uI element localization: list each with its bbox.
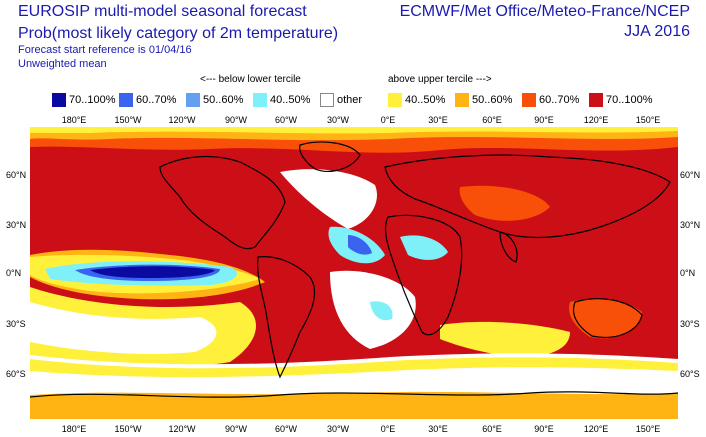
south-america-coast [257,256,315,379]
legend-swatch [119,93,133,107]
legend-item: 60..70% [522,93,579,107]
africa-coast [384,214,463,336]
legend-item: 60..70% [119,93,176,107]
lat-label-left: 60°N [6,170,27,180]
lon-label-bottom: 150°W [114,424,142,434]
greenland-coast [299,141,361,172]
antarctic-orange [30,391,678,419]
title-line-2: Prob(most likely category of 2m temperat… [18,25,339,42]
legend-label: 60..70% [539,94,580,106]
legend-label: 50..60% [472,94,513,106]
probability-areas [30,127,678,419]
indian-yellow [440,321,570,357]
lat-label-right: 30°N [680,220,701,230]
southern-ocean-yellow [30,357,678,378]
lat-label-right: 0°N [680,268,696,278]
legend-item: 50..60% [186,93,243,107]
legend-label: 60..70% [136,94,177,106]
cyan-africa [400,235,448,260]
probability-map [30,127,678,419]
lon-label-bottom: 120°W [168,424,196,434]
lon-label-top: 120°E [583,115,609,125]
lon-label-bottom: 0°E [380,424,396,434]
legend-swatch [253,93,267,107]
lon-label-top: 0°E [380,115,396,125]
lon-label-top: 180°E [61,115,87,125]
eurasia-orange [459,185,550,221]
lat-label-left: 0°N [6,268,22,278]
centres-text: ECMWF/Met Office/Meteo-France/NCEP [399,3,690,20]
weighting-text: Unweighted mean [18,58,107,70]
title-line-1: EUROSIP multi-model seasonal forecast [18,3,307,20]
lon-label-top: 150°E [635,115,661,125]
legend-swatch [186,93,200,107]
lat-label-right: 60°S [680,369,700,379]
lon-label-top: 90°W [224,115,248,125]
cyan-s-atlantic [370,301,393,321]
north-america-coast [159,155,286,250]
atlantic-other [280,169,377,229]
season-text: JJA 2016 [624,23,690,40]
legend-label: 40..50% [405,94,446,106]
india-coast [499,231,518,263]
lon-label-top: 150°W [114,115,142,125]
legend-swatch [522,93,536,107]
below-tercile-caption: <--- below lower tercile [200,74,301,85]
australia-orange [569,298,642,339]
legend-label: 40..50% [270,94,311,106]
antarctica-coast [30,391,678,398]
lon-label-top: 120°W [168,115,196,125]
legend-item: 40..50% [253,93,310,107]
lon-label-bottom: 120°E [583,424,609,434]
legend-label: other [337,94,363,106]
legend-item: other [320,93,362,107]
coastlines [30,141,678,398]
lat-label-left: 60°S [6,369,26,379]
legend-swatch [589,93,603,107]
legend-item: 40..50% [388,93,445,107]
legend-item: 70..100% [52,93,115,107]
lon-label-bottom: 150°E [635,424,661,434]
legend-label: 70..100% [606,94,653,106]
map-canvas [30,127,678,419]
forecast-start-text: Forecast start reference is 01/04/16 [18,44,192,56]
lat-label-left: 30°S [6,319,26,329]
lat-label-right: 30°S [680,319,700,329]
legend: 70..100% 60..70% 50..60% 40..50% other 4… [0,93,706,109]
lat-label-left: 30°N [6,220,27,230]
lon-label-top: 60°W [274,115,298,125]
lat-label-right: 60°N [680,170,701,180]
lon-label-bottom: 60°W [274,424,298,434]
lon-label-top: 60°E [482,115,502,125]
legend-item: 50..60% [455,93,512,107]
band-40-50 [30,127,678,134]
lon-label-top: 30°E [428,115,448,125]
legend-label: 70..100% [69,94,116,106]
legend-item: 70..100% [589,93,652,107]
legend-swatch [388,93,402,107]
lon-label-bottom: 30°W [326,424,350,434]
darkblue-eq-pacific [90,266,215,278]
legend-swatch [320,93,334,107]
australia-coast [572,298,643,338]
above-tercile-caption: above upper tercile ---> [388,74,492,85]
lon-label-bottom: 90°W [224,424,248,434]
lon-label-bottom: 30°E [428,424,448,434]
lon-label-bottom: 60°E [482,424,502,434]
blue-atlantic [348,235,372,255]
south-pacific-white [30,302,217,354]
eurasia-coast [384,154,671,239]
cool-areas [45,226,448,321]
lon-label-top: 30°W [326,115,350,125]
legend-swatch [455,93,469,107]
lon-label-bottom: 180°E [61,424,87,434]
legend-label: 50..60% [203,94,244,106]
lon-label-top: 90°E [534,115,554,125]
legend-swatch [52,93,66,107]
lon-label-bottom: 90°E [534,424,554,434]
